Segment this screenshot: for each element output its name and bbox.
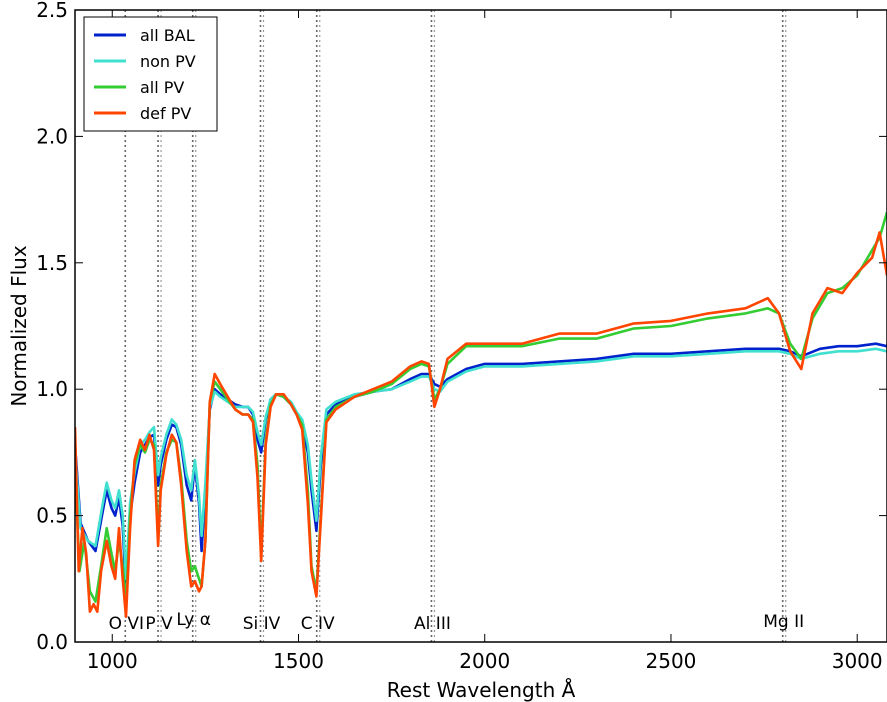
legend: all BAL non PV all PV def PV [83,16,218,132]
series-line-def-pv [75,231,887,618]
marker-label-3: Si IV [243,614,281,634]
marker-label-1: P V [145,614,173,634]
x-axis-label: Rest Wavelength Å [387,678,576,702]
line-markers [124,10,787,642]
x-tick-label-3000: 3000 [832,649,883,673]
y-tick-label-0: 0.0 [36,630,68,654]
y-tick-label-0.5: 0.5 [36,504,68,528]
legend-label-2: all PV [140,78,184,97]
legend-label-1: non PV [140,52,196,71]
marker-label-2: Ly α [176,610,211,630]
series-line-non-pv [75,347,887,581]
x-tick-label-1000: 1000 [87,649,138,673]
legend-label-0: all BAL [140,26,195,45]
plot-frame [74,9,887,643]
legend-label-3: def PV [140,104,191,123]
marker-label-5: Al III [414,614,451,634]
series-lines [75,211,887,618]
marker-label-4: C IV [301,614,335,634]
y-tick-label-2.5: 2.5 [36,0,68,22]
x-tick-label-1500: 1500 [273,649,324,673]
marker-label-6: Mg II [763,612,804,632]
y-tick-label-1: 1.0 [36,377,68,401]
marker-labels: O VI P V Ly α Si IV C IV Al III Mg II [109,610,805,634]
y-axis-label: Normalized Flux [7,245,31,407]
y-tick-label-2: 2.0 [36,124,68,148]
x-tick-label-2500: 2500 [646,649,697,673]
x-tick-label-2000: 2000 [459,649,510,673]
series-line-all-pv [75,211,887,606]
y-tick-label-1.5: 1.5 [36,251,68,275]
marker-label-0: O VI [109,614,144,634]
axis-ticks: 1000 1500 2000 2500 3000 0.0 0.5 1.0 1.5 2.0 2.5 [36,0,887,673]
